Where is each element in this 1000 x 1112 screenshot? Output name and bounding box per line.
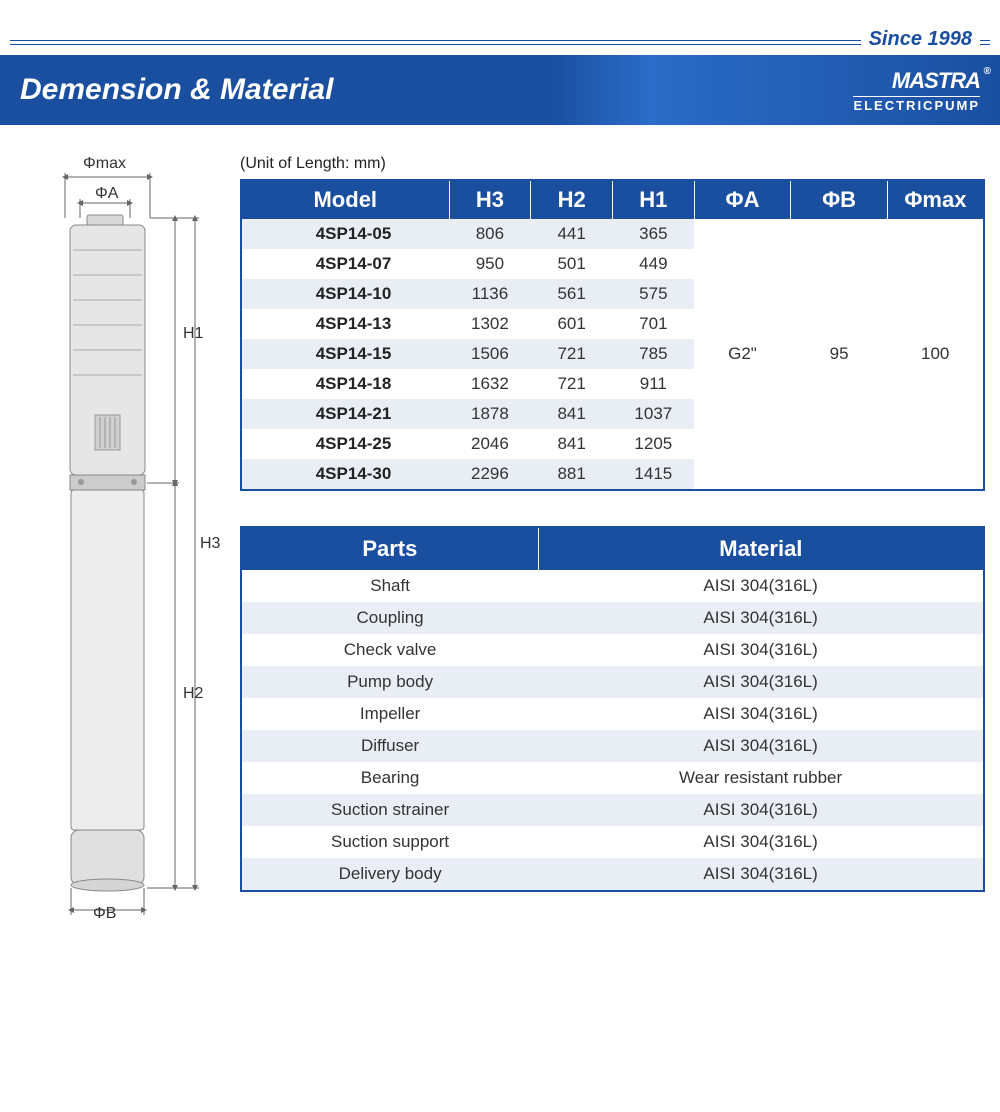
value-cell: 721 <box>531 369 613 399</box>
label-h1: H1 <box>183 325 203 343</box>
dim-header-cell: H3 <box>449 180 531 219</box>
mat-cell: AISI 304(316L) <box>538 666 984 698</box>
label-phia: ΦA <box>95 185 118 203</box>
value-cell: 2046 <box>449 429 531 459</box>
model-cell: 4SP14-15 <box>241 339 449 369</box>
mat-cell: Suction support <box>241 826 538 858</box>
mat-cell: AISI 304(316L) <box>538 826 984 858</box>
brand-block: MASTRA ELECTRICPUMP <box>853 68 980 113</box>
value-cell: 1415 <box>612 459 694 490</box>
value-cell: 1136 <box>449 279 531 309</box>
since-tag: Since 1998 <box>861 28 980 51</box>
mat-cell: Coupling <box>241 602 538 634</box>
value-cell: 1302 <box>449 309 531 339</box>
value-cell: 1878 <box>449 399 531 429</box>
mat-cell: Bearing <box>241 762 538 794</box>
value-cell: 806 <box>449 219 531 249</box>
mat-cell: Check valve <box>241 634 538 666</box>
mat-cell: Impeller <box>241 698 538 730</box>
value-cell: 841 <box>531 429 613 459</box>
table-row: Pump bodyAISI 304(316L) <box>241 666 984 698</box>
mat-cell: Pump body <box>241 666 538 698</box>
label-h2: H2 <box>183 685 203 703</box>
table-row: 4SP14-05806441365G2"95100 <box>241 219 984 249</box>
dim-header-cell: H1 <box>612 180 694 219</box>
label-phimax: Φmax <box>83 155 126 173</box>
dim-header-cell: ΦA <box>694 180 791 219</box>
table-row: BearingWear resistant rubber <box>241 762 984 794</box>
dim-header-cell: Model <box>241 180 449 219</box>
value-cell: 1506 <box>449 339 531 369</box>
table-row: Suction supportAISI 304(316L) <box>241 826 984 858</box>
mat-cell: AISI 304(316L) <box>538 858 984 891</box>
mat-cell: AISI 304(316L) <box>538 698 984 730</box>
value-cell: 561 <box>531 279 613 309</box>
brand-logo: MASTRA <box>853 68 980 94</box>
model-cell: 4SP14-10 <box>241 279 449 309</box>
value-cell: 501 <box>531 249 613 279</box>
value-cell: 841 <box>531 399 613 429</box>
mat-cell: Wear resistant rubber <box>538 762 984 794</box>
label-h3: H3 <box>200 535 220 553</box>
value-cell: 1632 <box>449 369 531 399</box>
mat-cell: Diffuser <box>241 730 538 762</box>
model-cell: 4SP14-21 <box>241 399 449 429</box>
table-row: ShaftAISI 304(316L) <box>241 570 984 602</box>
value-cell: 441 <box>531 219 613 249</box>
value-cell: 601 <box>531 309 613 339</box>
pump-diagram: Φmax ΦA H1 H3 H2 ΦB <box>15 155 215 935</box>
mat-header-cell: Material <box>538 527 984 570</box>
mat-cell: Shaft <box>241 570 538 602</box>
value-cell: 449 <box>612 249 694 279</box>
value-cell: 2296 <box>449 459 531 490</box>
value-cell: 1037 <box>612 399 694 429</box>
model-cell: 4SP14-30 <box>241 459 449 490</box>
mat-header-cell: Parts <box>241 527 538 570</box>
dim-header-cell: H2 <box>531 180 613 219</box>
value-cell: 785 <box>612 339 694 369</box>
mat-cell: Delivery body <box>241 858 538 891</box>
value-cell: 881 <box>531 459 613 490</box>
dimension-table: ModelH3H2H1ΦAΦBΦmax 4SP14-05806441365G2"… <box>240 179 985 491</box>
label-phib: ΦB <box>93 905 116 923</box>
table-row: Suction strainerAISI 304(316L) <box>241 794 984 826</box>
mat-cell: AISI 304(316L) <box>538 570 984 602</box>
mat-cell: Suction strainer <box>241 794 538 826</box>
model-cell: 4SP14-13 <box>241 309 449 339</box>
mat-cell: AISI 304(316L) <box>538 794 984 826</box>
merged-cell: 95 <box>791 219 888 490</box>
value-cell: 911 <box>612 369 694 399</box>
mat-cell: AISI 304(316L) <box>538 602 984 634</box>
mat-cell: AISI 304(316L) <box>538 730 984 762</box>
dim-header-cell: Φmax <box>887 180 984 219</box>
mat-cell: AISI 304(316L) <box>538 634 984 666</box>
value-cell: 575 <box>612 279 694 309</box>
table-row: CouplingAISI 304(316L) <box>241 602 984 634</box>
value-cell: 950 <box>449 249 531 279</box>
header-bar: Demension & Material MASTRA ELECTRICPUMP <box>0 55 1000 125</box>
dim-header-cell: ΦB <box>791 180 888 219</box>
value-cell: 721 <box>531 339 613 369</box>
model-cell: 4SP14-25 <box>241 429 449 459</box>
brand-subtitle: ELECTRICPUMP <box>853 96 980 113</box>
table-row: ImpellerAISI 304(316L) <box>241 698 984 730</box>
value-cell: 365 <box>612 219 694 249</box>
value-cell: 1205 <box>612 429 694 459</box>
table-row: Delivery bodyAISI 304(316L) <box>241 858 984 891</box>
model-cell: 4SP14-07 <box>241 249 449 279</box>
unit-label: (Unit of Length: mm) <box>240 155 985 173</box>
table-row: Check valveAISI 304(316L) <box>241 634 984 666</box>
material-table: PartsMaterial ShaftAISI 304(316L)Couplin… <box>240 526 985 892</box>
table-row: DiffuserAISI 304(316L) <box>241 730 984 762</box>
merged-cell: G2" <box>694 219 791 490</box>
top-rule <box>10 40 990 45</box>
model-cell: 4SP14-05 <box>241 219 449 249</box>
pump-svg <box>15 155 215 935</box>
model-cell: 4SP14-18 <box>241 369 449 399</box>
value-cell: 701 <box>612 309 694 339</box>
merged-cell: 100 <box>887 219 984 490</box>
page-title: Demension & Material <box>20 73 333 107</box>
